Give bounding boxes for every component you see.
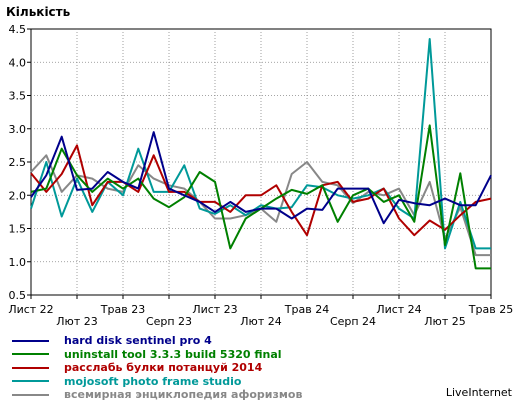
- series-line-1: [30, 131, 492, 225]
- legend-label: расслабь булки потанцуй 2014: [64, 361, 263, 374]
- legend-label: uninstall tool 3.3.3 build 5320 final: [64, 347, 282, 361]
- legend-label: hard disk sentinel pro 4: [64, 334, 212, 347]
- y-tick-label: 0.5: [9, 289, 27, 302]
- line-chart: Кількість 0.5 1.0 1.5 2.0 2.5 3.0 3.5 4.0 4.5 Лис…: [6, 5, 513, 328]
- axes: 0.5 1.0 1.5 2.0 2.5 3.0 3.5 4.0 4.5 Лист 22 Трав 2…: [8, 23, 513, 328]
- brand-label: LiveInternet: [445, 386, 512, 399]
- legend-swatch: [12, 380, 49, 383]
- series-lines: [30, 38, 492, 270]
- x-tick-label: Лют 25: [424, 315, 465, 328]
- legend-item: mojosoft photo frame studio: [12, 375, 302, 389]
- legend-label: всемирная энциклопедия афоризмов: [64, 388, 303, 401]
- legend-swatch: [12, 393, 49, 396]
- y-tick-label: 4.0: [9, 56, 27, 69]
- x-tick-label: Серп 24: [330, 315, 376, 328]
- y-tick-label: 4.5: [9, 23, 27, 36]
- x-tick-label: Лют 23: [56, 315, 97, 328]
- x-tick-label: Лют 24: [240, 315, 281, 328]
- y-tick-label: 2.5: [9, 156, 27, 169]
- x-tick-label: Лист 24: [376, 303, 421, 316]
- legend-item: всемирная энциклопедия афоризмов: [12, 388, 302, 402]
- x-tick-label: Лист 23: [192, 303, 237, 316]
- y-axis-label: Кількість: [6, 5, 71, 19]
- legend-swatch: [12, 339, 49, 342]
- legend: hard disk sentinel pro 4 uninstall tool 3…: [12, 334, 302, 402]
- legend-swatch: [12, 366, 49, 369]
- y-tick-label: 2.0: [9, 189, 27, 202]
- x-tick-label: Трав 24: [284, 303, 329, 316]
- legend-item: hard disk sentinel pro 4: [12, 334, 302, 348]
- x-tick-label: Трав 25: [468, 303, 513, 316]
- legend-item: uninstall tool 3.3.3 build 5320 final: [12, 348, 302, 362]
- y-tick-label: 1.5: [9, 223, 27, 236]
- legend-item: расслабь булки потанцуй 2014: [12, 361, 302, 375]
- y-tick-label: 3.5: [9, 90, 27, 103]
- legend-swatch: [12, 353, 49, 356]
- x-tick-label: Серп 23: [146, 315, 192, 328]
- y-tick-label: 1.0: [9, 256, 27, 269]
- x-tick-label: Трав 23: [100, 303, 145, 316]
- y-tick-label: 3.0: [9, 123, 27, 136]
- legend-label: mojosoft photo frame studio: [64, 374, 242, 388]
- x-tick-label: Лист 22: [8, 303, 53, 316]
- series-line-3: [30, 144, 492, 237]
